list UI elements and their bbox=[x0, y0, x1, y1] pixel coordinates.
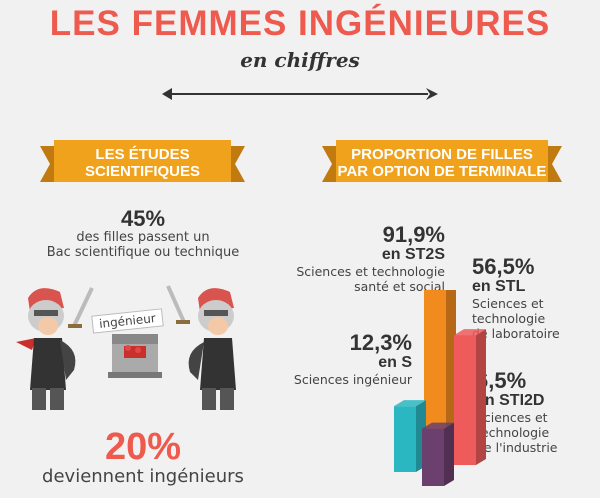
opt-st2s-pct: 91,9% bbox=[382, 222, 445, 247]
bar-sti2d bbox=[422, 422, 454, 486]
treasure-chest-icon bbox=[108, 334, 162, 378]
opt-stl-pct: 56,5% bbox=[472, 254, 535, 279]
bar-st2s bbox=[424, 290, 456, 450]
ribbon-left-line2: SCIENTIFIQUES bbox=[84, 163, 200, 180]
opt-st2s-desc-1: Sciences et technologie bbox=[296, 264, 445, 279]
knight-left-icon bbox=[16, 287, 94, 410]
ribbon-left: LES ÉTUDES SCIENTIFIQUES bbox=[54, 146, 231, 180]
ribbon-left-shape bbox=[40, 140, 245, 182]
stat-ingenieurs-pct: 20% bbox=[104, 426, 182, 468]
opt-s-name: en S bbox=[378, 354, 412, 371]
opt-sti2d-name: en STI2D bbox=[476, 392, 545, 409]
opt-st2s-desc-2: santé et social bbox=[354, 279, 445, 294]
ribbon-right-line2: PAR OPTION DE TERMINALE bbox=[337, 163, 547, 180]
opt-st2s-desc: Sciences et technologie santé et social bbox=[270, 264, 445, 294]
knight-right-icon bbox=[166, 285, 236, 410]
opt-stl-desc: Sciences et technologie de laboratoire bbox=[472, 296, 597, 341]
opt-stl-name: en STL bbox=[472, 278, 526, 295]
ribbon-right-shape bbox=[322, 140, 562, 182]
opt-st2s-name: en ST2S bbox=[381, 246, 445, 263]
opt-stl-desc-2: technologie bbox=[472, 311, 546, 326]
page-subtitle: en chiffres bbox=[240, 48, 360, 72]
stat-bac-pct: 45% bbox=[120, 206, 166, 231]
opt-sti2d-desc-2: technologie bbox=[476, 425, 550, 440]
opt-stl-desc-3: de laboratoire bbox=[472, 326, 560, 341]
opt-sti2d-desc-3: de l'industrie bbox=[476, 440, 558, 455]
opt-s-desc: Sciences ingénieur bbox=[282, 372, 412, 387]
stat-bac-line2: Bac scientifique ou technique bbox=[46, 245, 240, 260]
bar-stl bbox=[454, 329, 486, 465]
ribbon-right-line1: PROPORTION DE FILLES bbox=[351, 146, 533, 163]
page-title: LES FEMMES INGÉNIEURES bbox=[49, 4, 551, 43]
opt-sti2d-desc: Sciences et technologie de l'industrie bbox=[476, 410, 598, 455]
opt-s-pct: 12,3% bbox=[349, 330, 412, 355]
opt-stl-desc-1: Sciences et bbox=[472, 296, 544, 311]
ribbon-right: PROPORTION DE FILLES PAR OPTION DE TERMI… bbox=[336, 146, 548, 180]
stat-bac-desc: des filles passent un Bac scientifique o… bbox=[0, 230, 286, 260]
opt-s-desc-1: Sciences ingénieur bbox=[293, 372, 412, 387]
ribbon-left-line1: LES ÉTUDES bbox=[95, 146, 190, 163]
opt-sti2d-desc-1: Sciences et bbox=[476, 410, 548, 425]
divider-arrow-icon bbox=[162, 88, 438, 100]
bar-s bbox=[394, 400, 426, 472]
stat-ingenieurs-label: deviennent ingénieurs bbox=[42, 466, 244, 487]
stat-bac-line1: des filles passent un bbox=[76, 230, 210, 245]
knights-illustration bbox=[16, 285, 236, 410]
bar-chart bbox=[394, 290, 486, 486]
